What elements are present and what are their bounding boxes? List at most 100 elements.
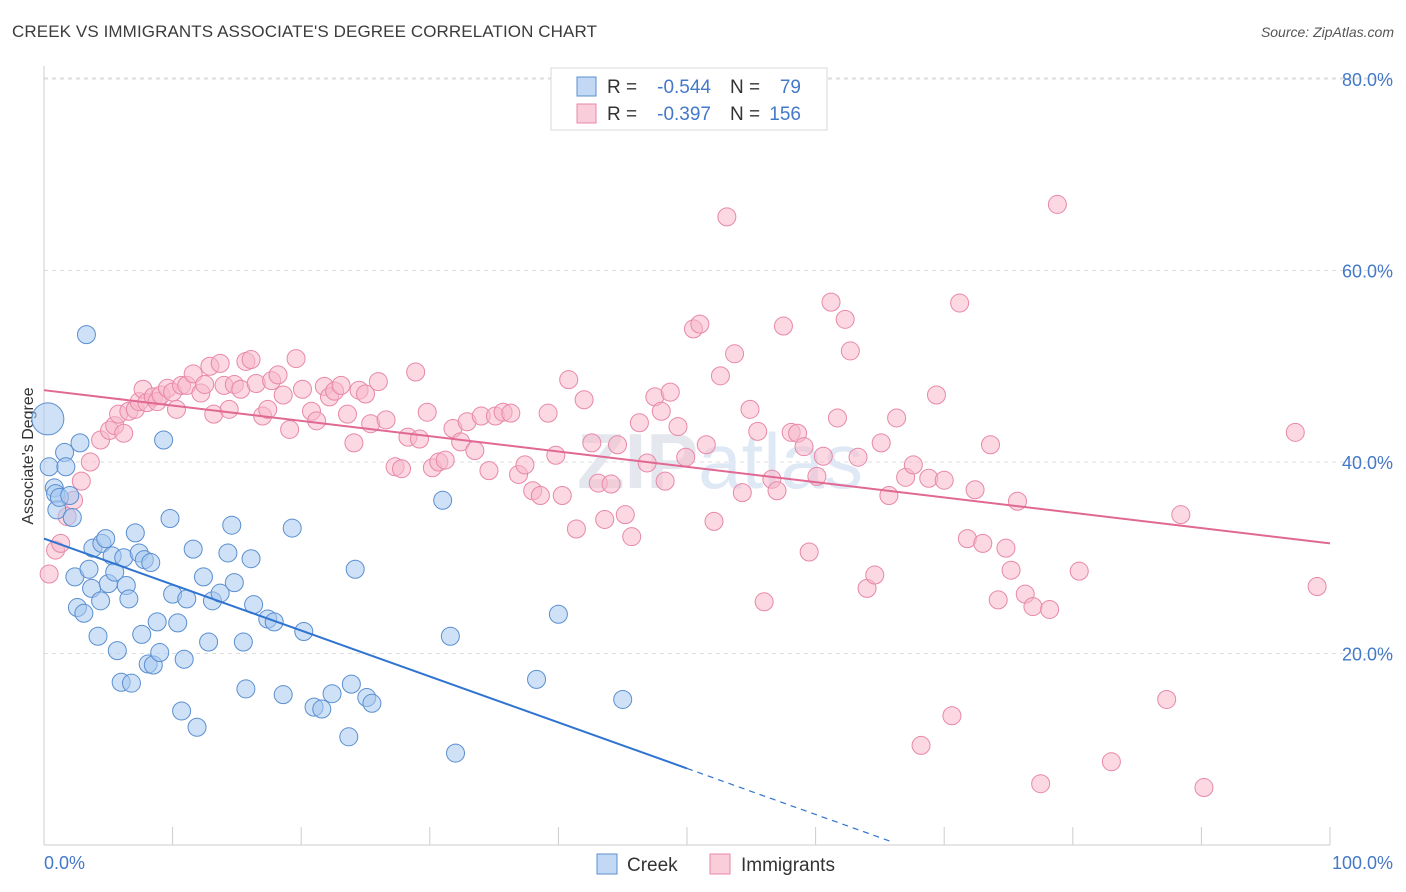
immigrants-point: [71, 471, 91, 491]
creek-point: [125, 523, 145, 543]
immigrants-point: [1001, 560, 1021, 580]
immigrants-point: [376, 410, 396, 430]
creek-point: [62, 508, 82, 528]
creek-point: [446, 743, 466, 763]
immigrants-point: [1047, 194, 1067, 214]
immigrants-point: [219, 399, 239, 419]
immigrants-legend-swatch: [709, 853, 731, 875]
creek-point: [224, 573, 244, 593]
creek-point: [199, 632, 219, 652]
immigrants-point: [911, 735, 931, 755]
immigrants-point: [356, 384, 375, 404]
immigrants-point: [973, 533, 993, 553]
immigrants-point: [840, 341, 860, 361]
creek-point: [174, 649, 194, 669]
creek-trend-extension: [686, 767, 893, 843]
immigrants-point: [114, 423, 134, 443]
creek-point: [76, 325, 96, 345]
immigrants-point: [704, 511, 724, 531]
creek-point: [147, 612, 167, 632]
immigrants-point: [710, 366, 730, 386]
immigrants-point: [435, 450, 455, 470]
immigrants-point: [996, 538, 1016, 558]
immigrants-point: [479, 461, 499, 481]
creek-point: [322, 684, 342, 704]
n-label: N =: [730, 77, 760, 98]
creek-point: [339, 727, 359, 747]
immigrants-point: [988, 590, 1008, 610]
immigrants-point: [195, 374, 215, 394]
immigrants-point: [292, 379, 312, 399]
creek-point: [440, 626, 460, 646]
immigrants-point: [794, 437, 814, 457]
immigrants-point: [1101, 752, 1121, 772]
creek-point: [312, 699, 332, 719]
x-tick-label-min: 0.0%: [44, 853, 85, 873]
immigrants-point: [725, 344, 745, 364]
creek-point: [121, 673, 141, 693]
immigrants-point: [1285, 422, 1305, 442]
immigrants-point: [538, 403, 558, 423]
immigrants-swatch: [576, 103, 597, 124]
creek-point: [282, 518, 302, 538]
creek-point: [88, 626, 108, 646]
immigrants-point: [903, 455, 923, 475]
immigrants-point: [258, 399, 278, 419]
creek-point: [70, 433, 90, 453]
immigrants-point: [344, 433, 364, 453]
stats-legend-box: [550, 67, 828, 131]
creek-point: [613, 689, 633, 709]
immigrants-point: [595, 509, 615, 529]
immigrants-point: [740, 399, 760, 419]
immigrants-point: [546, 445, 566, 465]
chart-title: CREEK VS IMMIGRANTS ASSOCIATE'S DEGREE C…: [12, 22, 598, 41]
immigrants-point: [1031, 774, 1051, 794]
creek-point: [362, 693, 382, 713]
creek-point: [96, 529, 116, 549]
creek-point: [345, 559, 365, 579]
immigrants-point: [615, 505, 635, 525]
immigrants-point: [696, 435, 716, 455]
immigrants-point: [754, 592, 774, 612]
immigrants-point: [241, 350, 261, 370]
immigrants-point: [465, 441, 485, 461]
creek-point: [91, 591, 111, 611]
immigrants-point: [848, 447, 868, 467]
creek-point: [241, 549, 261, 569]
immigrants-point: [835, 309, 855, 329]
creek-point: [141, 553, 161, 573]
immigrants-point: [865, 565, 885, 585]
immigrants-trend-line: [43, 389, 1331, 545]
creek-trend-line: [43, 537, 688, 770]
trend-lines: [43, 389, 1331, 843]
immigrants-point: [39, 564, 59, 584]
immigrants-point: [651, 401, 671, 421]
immigrants-point: [676, 447, 696, 467]
immigrants-point: [980, 435, 1000, 455]
immigrants-point: [799, 542, 819, 562]
r-label: R =: [607, 104, 637, 125]
immigrants-point: [552, 486, 572, 506]
immigrants-point: [286, 349, 306, 369]
immigrants-point: [1040, 599, 1060, 619]
immigrants-point: [273, 385, 293, 405]
immigrants-point: [813, 446, 833, 466]
immigrants-point: [515, 455, 535, 475]
creek-point: [548, 604, 568, 624]
source-label: Source: ZipAtlas.com: [1260, 24, 1394, 40]
creek-point: [60, 486, 80, 506]
immigrants-point: [717, 207, 737, 227]
immigrants-point: [622, 527, 642, 547]
immigrants-point: [942, 706, 962, 726]
creek-point: [218, 543, 238, 563]
creek-point: [233, 632, 253, 652]
creek-points: [31, 325, 633, 763]
immigrants-point: [950, 293, 970, 313]
immigrants-point: [926, 385, 946, 405]
creek-legend-label: Creek: [627, 855, 678, 876]
n-label: N =: [730, 104, 760, 125]
immigrants-point: [566, 519, 586, 539]
creek-point: [150, 643, 170, 663]
creek-point: [107, 641, 127, 661]
